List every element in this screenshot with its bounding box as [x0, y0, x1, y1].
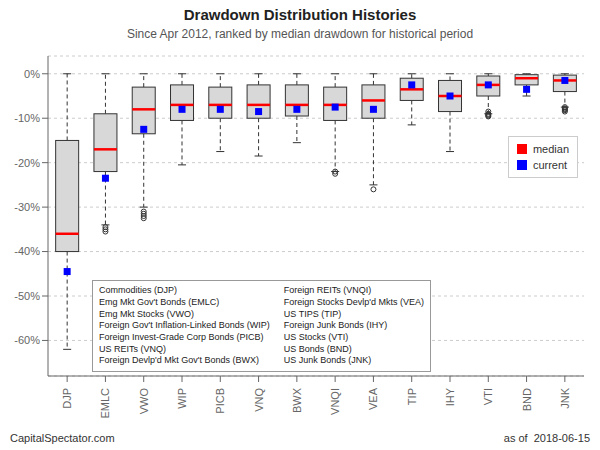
svg-text:VTI: VTI: [482, 388, 494, 405]
html-text:US Stocks (VTI): US Stocks (VTI): [283, 331, 349, 342]
html-text:Commodities (DJP): Commodities (DJP): [99, 285, 177, 296]
svg-text:VWO: VWO: [138, 388, 150, 415]
html-text:current: current: [532, 159, 568, 171]
html-text:US REITs (VNQ): US REITs (VNQ): [99, 343, 166, 354]
svg-text:-30%: -30%: [14, 201, 40, 213]
html-text:Emg Mkt Stocks (VWO): Emg Mkt Stocks (VWO): [99, 308, 194, 319]
svg-text:BWX: BWX: [291, 387, 303, 413]
html-text:Emg Mkt Gov't Bonds (EMLC): Emg Mkt Gov't Bonds (EMLC): [99, 296, 220, 307]
html-text:US Bonds (BND): US Bonds (BND): [283, 343, 352, 354]
svg-text:PICB: PICB: [214, 388, 226, 414]
svg-text:TIP: TIP: [406, 388, 418, 405]
html-text:CapitalSpectator.com: CapitalSpectator.com: [10, 432, 115, 444]
html-text:Since Apr 2012, ranked by medi: Since Apr 2012, ranked by median drawdow…: [126, 27, 474, 41]
svg-text:-10%: -10%: [14, 112, 40, 124]
svg-text:-50%: -50%: [14, 290, 40, 302]
html-text:Drawdown Distribution Historie: Drawdown Distribution Histories: [183, 6, 417, 23]
html-text:as of 2018-06-15: as of 2018-06-15: [503, 432, 590, 444]
html-text:Foreign Junk Bonds (IHY): Foreign Junk Bonds (IHY): [283, 320, 388, 331]
html-text:Foreign Gov't Inflation-Linked: Foreign Gov't Inflation-Linked Bonds (WI…: [99, 320, 270, 331]
svg-text:EMLC: EMLC: [99, 388, 111, 419]
svg-text:BND: BND: [521, 388, 533, 411]
svg-text:WIP: WIP: [176, 388, 188, 409]
svg-text:VNQI: VNQI: [329, 388, 341, 415]
svg-text:0%: 0%: [24, 68, 40, 80]
html-text:Foreign Devlp'd Mkt Gov't Bond: Foreign Devlp'd Mkt Gov't Bonds (BWX): [99, 355, 259, 366]
svg-text:-60%: -60%: [14, 334, 40, 346]
svg-text:VEA: VEA: [367, 387, 379, 410]
svg-text:JNK: JNK: [559, 387, 571, 408]
svg-text:-40%: -40%: [14, 245, 40, 257]
svg-text:DJP: DJP: [61, 388, 73, 409]
html-text:Foreign Stocks Devlp'd Mkts (V: Foreign Stocks Devlp'd Mkts (VEA): [283, 296, 425, 307]
html-text:median: median: [532, 143, 569, 155]
html-text:US Junk Bonds (JNK): US Junk Bonds (JNK): [283, 355, 372, 366]
svg-text:-20%: -20%: [14, 157, 40, 169]
html-text:Foreign REITs (VNQI): Foreign REITs (VNQI): [283, 285, 372, 296]
html-text:Foreign Invest-Grade Corp Bond: Foreign Invest-Grade Corp Bonds (PICB): [99, 331, 264, 342]
svg-text:VNQ: VNQ: [253, 388, 265, 412]
html-text:US TIPS (TIP): US TIPS (TIP): [283, 308, 342, 319]
svg-text:IHY: IHY: [444, 387, 456, 406]
